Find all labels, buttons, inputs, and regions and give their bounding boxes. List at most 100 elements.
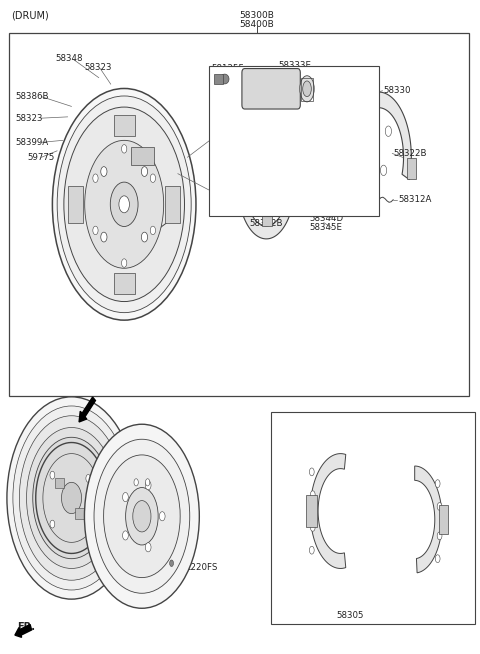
Bar <box>305 159 332 168</box>
Text: 58344D: 58344D <box>310 213 344 222</box>
Ellipse shape <box>101 167 107 177</box>
Bar <box>132 147 155 165</box>
Text: 58386B: 58386B <box>15 92 48 101</box>
Bar <box>114 273 135 294</box>
Ellipse shape <box>435 555 440 562</box>
Text: 58312A: 58312A <box>398 196 432 204</box>
Text: 58411A: 58411A <box>132 452 166 460</box>
Ellipse shape <box>61 482 82 513</box>
Text: 58332A: 58332A <box>266 86 300 95</box>
Ellipse shape <box>381 165 387 175</box>
Bar <box>75 508 85 519</box>
Ellipse shape <box>93 226 98 235</box>
Ellipse shape <box>7 397 136 599</box>
Ellipse shape <box>150 174 156 182</box>
Text: FR.: FR. <box>17 622 36 632</box>
Ellipse shape <box>142 232 147 242</box>
Ellipse shape <box>33 438 110 559</box>
Ellipse shape <box>64 107 184 301</box>
Text: 58322B: 58322B <box>393 149 427 158</box>
Text: 58400B: 58400B <box>240 20 274 29</box>
Ellipse shape <box>437 502 442 510</box>
Ellipse shape <box>57 96 191 313</box>
Ellipse shape <box>145 543 151 552</box>
FancyArrow shape <box>15 625 32 638</box>
Bar <box>214 75 223 84</box>
Ellipse shape <box>133 500 151 532</box>
Polygon shape <box>238 148 294 239</box>
Text: 58323: 58323 <box>15 114 43 123</box>
Ellipse shape <box>303 81 312 97</box>
Ellipse shape <box>220 74 229 84</box>
Bar <box>407 158 416 179</box>
Ellipse shape <box>311 490 315 498</box>
Ellipse shape <box>87 519 92 526</box>
Ellipse shape <box>310 468 314 476</box>
Text: 59775: 59775 <box>27 153 54 162</box>
Ellipse shape <box>126 487 158 545</box>
Ellipse shape <box>122 531 128 540</box>
Ellipse shape <box>150 226 156 235</box>
Ellipse shape <box>134 479 138 486</box>
Text: 58300B: 58300B <box>240 10 274 20</box>
Ellipse shape <box>84 424 199 608</box>
Ellipse shape <box>119 196 130 213</box>
Ellipse shape <box>50 520 55 528</box>
Ellipse shape <box>142 167 147 177</box>
Text: 58333E: 58333E <box>278 61 312 71</box>
Text: 58125F: 58125F <box>211 64 244 73</box>
Ellipse shape <box>435 480 440 487</box>
Ellipse shape <box>310 546 314 554</box>
Bar <box>209 66 379 216</box>
Ellipse shape <box>84 141 164 268</box>
Text: 58348: 58348 <box>56 54 83 63</box>
Ellipse shape <box>122 492 128 502</box>
FancyBboxPatch shape <box>242 69 300 109</box>
Polygon shape <box>310 454 346 568</box>
Ellipse shape <box>145 479 150 486</box>
FancyArrow shape <box>79 397 96 422</box>
Ellipse shape <box>104 455 180 577</box>
Ellipse shape <box>93 174 98 182</box>
Ellipse shape <box>121 259 127 267</box>
Bar <box>301 78 313 101</box>
Ellipse shape <box>19 416 124 580</box>
Polygon shape <box>346 92 411 214</box>
Ellipse shape <box>86 475 91 482</box>
Text: 58332A: 58332A <box>211 109 245 118</box>
Ellipse shape <box>145 481 151 490</box>
Text: 58356A: 58356A <box>317 188 350 197</box>
Text: 58330: 58330 <box>384 86 411 95</box>
Ellipse shape <box>169 560 173 566</box>
Ellipse shape <box>385 126 392 137</box>
Ellipse shape <box>159 511 165 521</box>
Bar <box>165 186 180 222</box>
Ellipse shape <box>101 232 107 242</box>
Text: 58399A: 58399A <box>15 138 48 146</box>
Ellipse shape <box>52 88 196 320</box>
Text: 1220FS: 1220FS <box>185 562 217 572</box>
Ellipse shape <box>437 532 442 540</box>
Ellipse shape <box>300 76 314 102</box>
Bar <box>68 186 84 222</box>
Bar <box>55 478 64 488</box>
Text: 58311A: 58311A <box>298 161 331 169</box>
Ellipse shape <box>26 428 117 568</box>
Bar <box>262 215 272 226</box>
Text: 58305: 58305 <box>336 611 364 620</box>
Text: 58345E: 58345E <box>310 223 342 232</box>
Text: 58323: 58323 <box>84 63 112 72</box>
Text: 58322B: 58322B <box>250 219 283 228</box>
Ellipse shape <box>13 406 130 590</box>
Ellipse shape <box>94 439 190 593</box>
Bar <box>9 33 469 396</box>
Bar <box>306 494 317 527</box>
Ellipse shape <box>121 145 127 153</box>
Text: (DRUM): (DRUM) <box>11 10 49 20</box>
Bar <box>271 412 475 624</box>
Bar <box>114 115 135 136</box>
Bar <box>439 505 448 534</box>
Ellipse shape <box>50 472 55 479</box>
Polygon shape <box>415 466 442 573</box>
Ellipse shape <box>311 523 315 531</box>
